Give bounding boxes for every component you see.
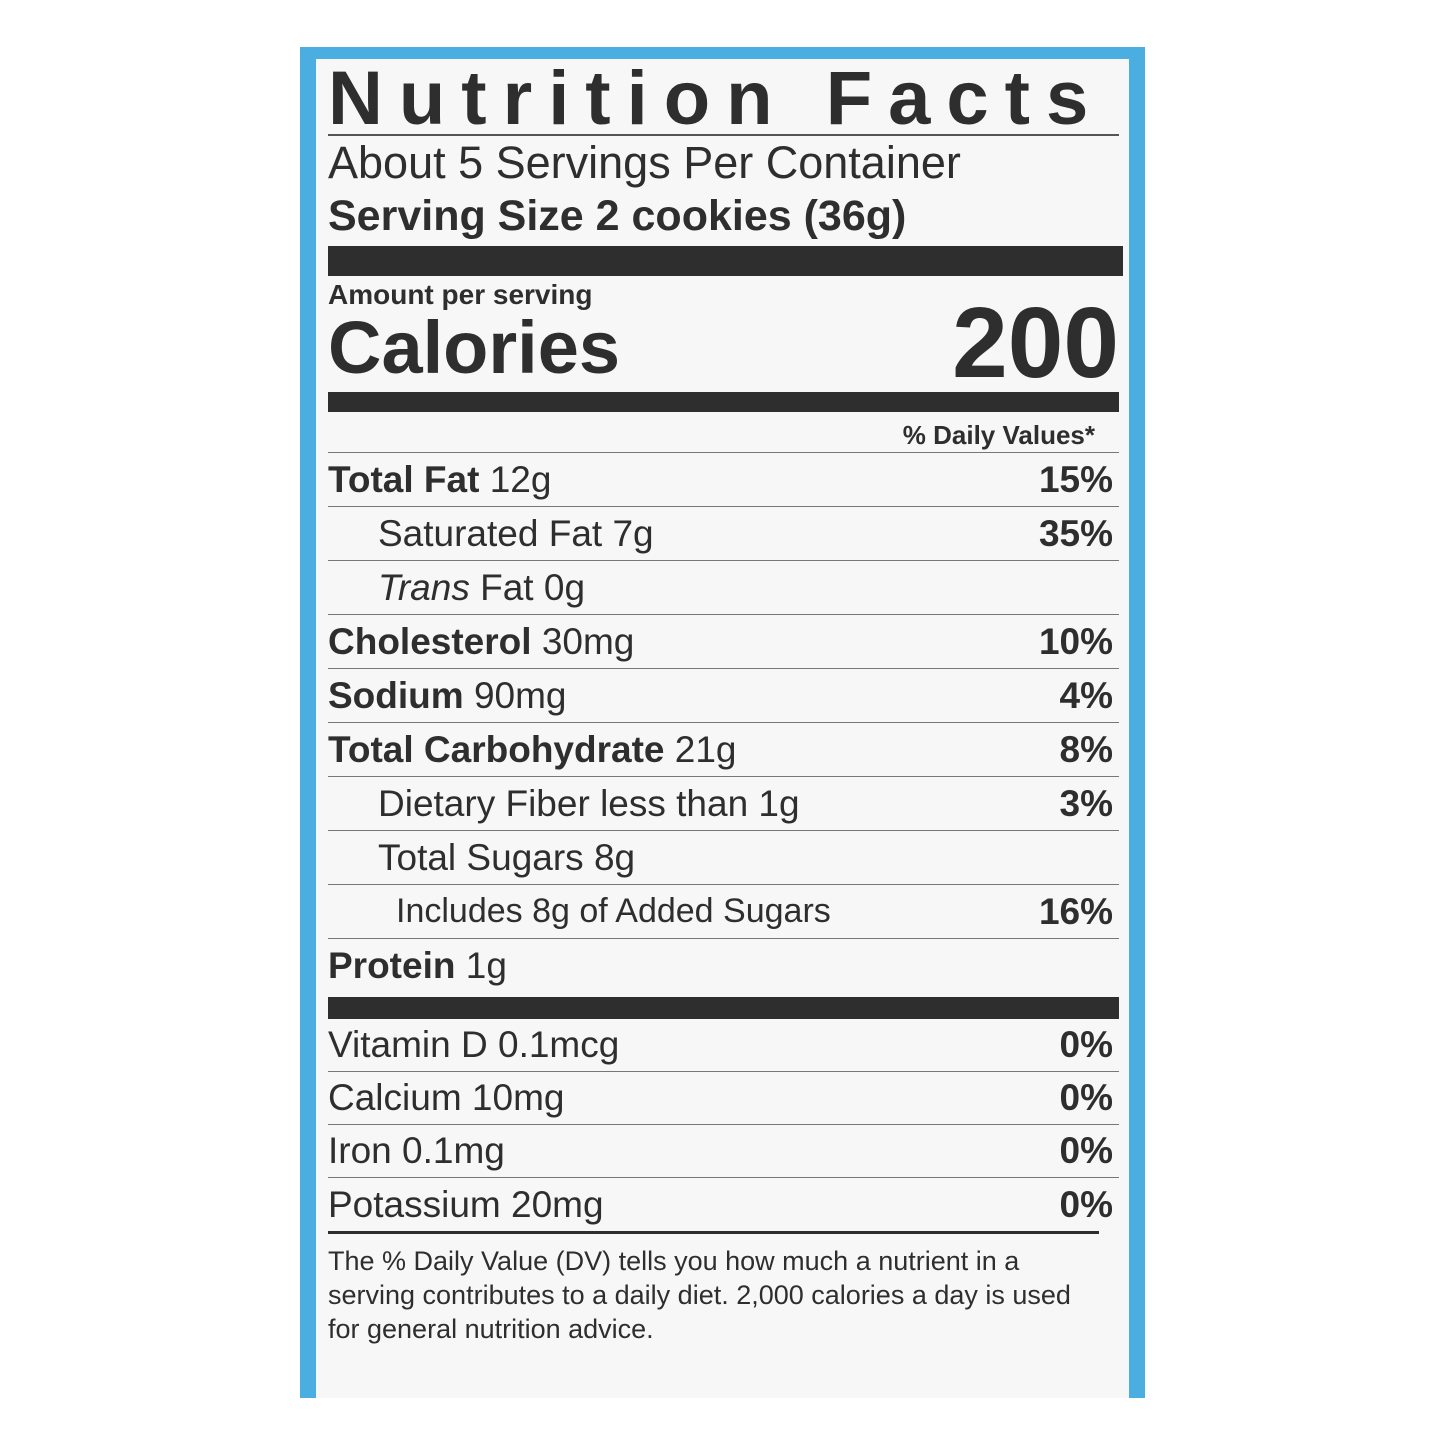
thick-divider bbox=[328, 246, 1123, 276]
nutrient-row-total-sugars: Total Sugars 8g bbox=[328, 831, 1119, 885]
nutrient-name: Sodium bbox=[328, 674, 464, 716]
vitamin-dv: 0% bbox=[1059, 1077, 1113, 1118]
nutrient-row-saturated-fat: Saturated Fat 7g 35% bbox=[328, 507, 1119, 561]
nutrient-list: Total Fat 12g 15% Saturated Fat 7g 35% Tra… bbox=[328, 453, 1119, 993]
vitamin-label: Calcium 10mg bbox=[328, 1077, 565, 1118]
nutrient-name: Includes 8g of Added Sugars bbox=[396, 892, 831, 930]
footnote: The % Daily Value (DV) tells you how muc… bbox=[328, 1231, 1099, 1346]
nutrient-name: Saturated Fat bbox=[378, 512, 603, 554]
nutrient-row-total-carbohydrate: Total Carbohydrate 21g 8% bbox=[328, 723, 1119, 777]
daily-values-header: % Daily Values* bbox=[328, 412, 1119, 453]
nutrient-dv: 35% bbox=[1038, 512, 1113, 554]
serving-size: Serving Size 2 cookies (36g) bbox=[328, 192, 907, 240]
nutrient-name: Protein bbox=[328, 945, 456, 986]
nutrient-amount: less than 1g bbox=[600, 782, 800, 824]
nutrient-name: Total Sugars bbox=[378, 836, 584, 878]
vitamin-row: Calcium 10mg 0% bbox=[328, 1072, 1119, 1125]
vitamin-label: Vitamin D 0.1mcg bbox=[328, 1024, 620, 1065]
nutrient-name: Trans bbox=[378, 566, 470, 608]
nutrient-name: Cholesterol bbox=[328, 620, 532, 662]
amount-per-serving: Amount per serving bbox=[328, 279, 593, 310]
nutrient-row-protein: Protein 1g bbox=[328, 939, 1119, 993]
nutrient-name: Total Fat bbox=[328, 458, 480, 500]
nutrient-amount: 8g bbox=[593, 836, 636, 878]
nutrient-amount: Fat 0g bbox=[480, 566, 586, 608]
medium-divider bbox=[328, 392, 1119, 412]
nutrient-row-sodium: Sodium 90mg 4% bbox=[328, 669, 1119, 723]
nutrient-amount: 1g bbox=[465, 945, 507, 986]
vitamin-label: Potassium 20mg bbox=[328, 1183, 604, 1225]
vitamin-label: Iron 0.1mg bbox=[328, 1130, 505, 1171]
title: Nutrition Facts bbox=[328, 59, 1119, 139]
vitamin-row: Iron 0.1mg 0% bbox=[328, 1125, 1119, 1178]
nutrient-amount: 7g bbox=[612, 512, 654, 554]
vitamin-row: Potassium 20mg 0% bbox=[328, 1178, 1119, 1231]
nutrient-dv: 4% bbox=[1059, 674, 1113, 716]
nutrient-row-added-sugars: Includes 8g of Added Sugars 16% bbox=[328, 885, 1119, 939]
calories-value: 200 bbox=[952, 287, 1119, 399]
nutrient-amount: 30mg bbox=[541, 620, 635, 662]
nutrient-dv: 3% bbox=[1059, 782, 1113, 824]
vitamin-list: Vitamin D 0.1mcg 0% Calcium 10mg 0% Iron 0… bbox=[328, 1019, 1119, 1231]
nutrient-amount: 21g bbox=[674, 728, 737, 770]
vitamin-row: Vitamin D 0.1mcg 0% bbox=[328, 1019, 1119, 1072]
label-border: Nutrition Facts About 5 Servings Per Con… bbox=[300, 47, 1145, 1398]
nutrient-amount: 12g bbox=[489, 458, 552, 500]
nutrient-dv: 10% bbox=[1038, 620, 1113, 662]
thick-divider bbox=[328, 997, 1119, 1019]
nutrient-dv: 16% bbox=[1038, 890, 1113, 932]
vitamin-dv: 0% bbox=[1059, 1130, 1113, 1171]
calories-row: Calories 200 bbox=[328, 293, 1119, 393]
nutrient-dv: 8% bbox=[1059, 728, 1113, 770]
nutrient-row-total-fat: Total Fat 12g 15% bbox=[328, 453, 1119, 507]
servings-per-container: About 5 Servings Per Container bbox=[328, 137, 961, 188]
calories-label: Calories bbox=[328, 306, 621, 389]
nutrient-row-trans-fat: Trans Fat 0g bbox=[328, 561, 1119, 615]
nutrient-row-dietary-fiber: Dietary Fiber less than 1g 3% bbox=[328, 777, 1119, 831]
vitamin-dv: 0% bbox=[1059, 1024, 1113, 1065]
nutrient-dv: 15% bbox=[1038, 458, 1113, 500]
vitamin-dv: 0% bbox=[1059, 1183, 1113, 1225]
nutrient-amount: 90mg bbox=[473, 674, 567, 716]
nutrition-facts-panel: Nutrition Facts About 5 Servings Per Con… bbox=[316, 59, 1129, 1398]
nutrient-row-cholesterol: Cholesterol 30mg 10% bbox=[328, 615, 1119, 669]
nutrient-name: Total Carbohydrate bbox=[328, 728, 665, 770]
nutrient-name: Dietary Fiber bbox=[378, 782, 590, 824]
